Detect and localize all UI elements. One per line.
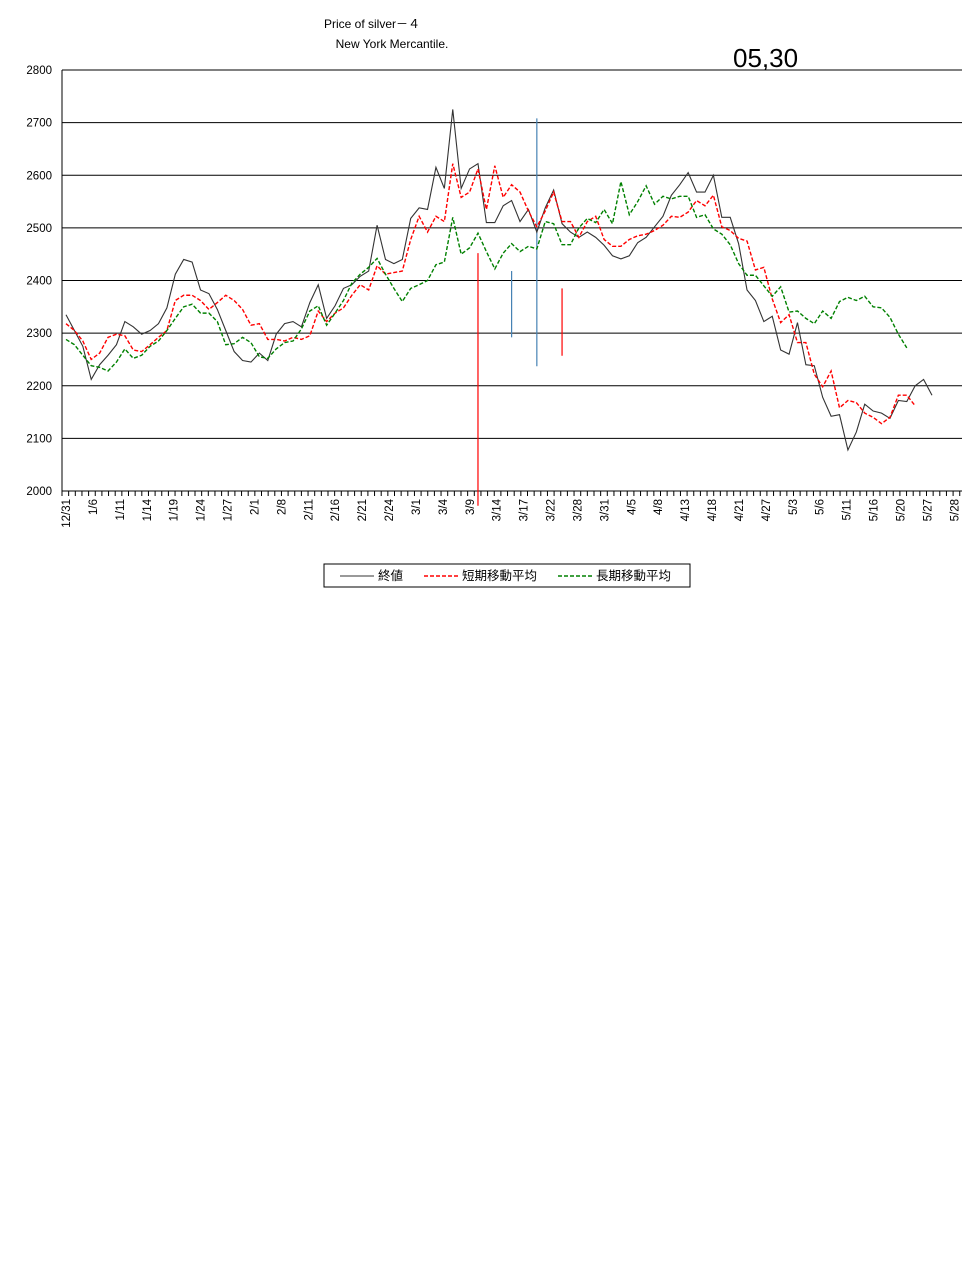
x-tick-label: 5/3: [788, 499, 800, 515]
y-tick-label: 2500: [26, 223, 52, 235]
series-lines: [65, 109, 933, 452]
y-tick-label: 2100: [26, 433, 52, 445]
series-long-ma-line: [65, 181, 908, 372]
x-tick-label: 1/14: [142, 498, 154, 521]
legend: 終値 短期移動平均 長期移動平均: [323, 563, 691, 588]
x-tick-label: 2/1: [249, 499, 261, 515]
x-tick-label: 3/31: [599, 499, 611, 521]
x-tick-label: 5/6: [815, 499, 827, 515]
x-tick-label: 1/11: [115, 499, 127, 521]
x-tick-label: 2/8: [276, 499, 288, 515]
y-tick-label: 2400: [26, 276, 52, 288]
x-tick-label: 4/13: [680, 499, 692, 521]
x-tick-label: 5/20: [895, 499, 907, 521]
legend-label-close: 終値: [378, 568, 403, 583]
series-close-line: [65, 109, 933, 452]
series-short-ma-line: [65, 163, 916, 425]
x-tick-label: 2/11: [303, 499, 315, 521]
x-tick-label: 4/27: [761, 499, 773, 521]
y-tick-label: 2800: [26, 65, 52, 77]
x-tick-label: 5/27: [922, 499, 934, 521]
x-tick-label: 12/31: [61, 499, 73, 528]
x-tick-label: 3/4: [438, 498, 450, 515]
x-tick-label: 3/14: [492, 498, 504, 521]
x-tick-label: 2/16: [330, 499, 342, 521]
x-tick-label: 2/24: [384, 498, 396, 521]
x-tick-label: 4/8: [653, 499, 665, 515]
x-tick-label: 3/9: [465, 499, 477, 515]
chart-subtitle: New York Mercantile.: [336, 37, 449, 51]
x-tick-label: 3/1: [411, 499, 423, 515]
x-tick-label: 4/18: [707, 499, 719, 521]
y-tick-label: 2700: [26, 118, 52, 130]
x-tick-label: 5/28: [949, 499, 961, 521]
x-tick-label: 3/22: [546, 499, 558, 521]
legend-label-long: 長期移動平均: [596, 569, 671, 583]
event-markers: [477, 118, 563, 506]
x-tick-label: 1/19: [169, 499, 181, 521]
x-tick-label: 3/17: [519, 499, 531, 521]
x-axis: 12/31 1/6 1/11 1/14 1/19 1/24 1/27 2/1 2/8 2/11 2/…: [61, 491, 961, 528]
chart-title: Price of silver－４: [324, 17, 420, 31]
y-axis: 2000 2100 2200 2300 2400 2500 2600 2700 2800: [26, 65, 962, 498]
y-tick-label: 2000: [26, 486, 52, 498]
x-tick-label: 4/5: [626, 499, 638, 515]
x-tick-label: 3/28: [572, 499, 584, 521]
x-tick-label: 4/21: [734, 499, 746, 521]
x-tick-label: 5/16: [869, 499, 881, 521]
x-tick-label: 1/27: [223, 499, 235, 521]
x-tick-label: 5/11: [842, 499, 854, 521]
y-tick-label: 2600: [26, 170, 52, 182]
date-stamp: 05,30: [733, 43, 798, 73]
x-tick-label: 1/24: [196, 498, 208, 521]
legend-box: [323, 563, 691, 588]
legend-label-short: 短期移動平均: [462, 569, 537, 583]
x-tick-label: 2/21: [357, 499, 369, 521]
y-tick-label: 2200: [26, 381, 52, 393]
y-tick-label: 2300: [26, 328, 52, 340]
x-tick-label: 1/6: [88, 499, 100, 515]
